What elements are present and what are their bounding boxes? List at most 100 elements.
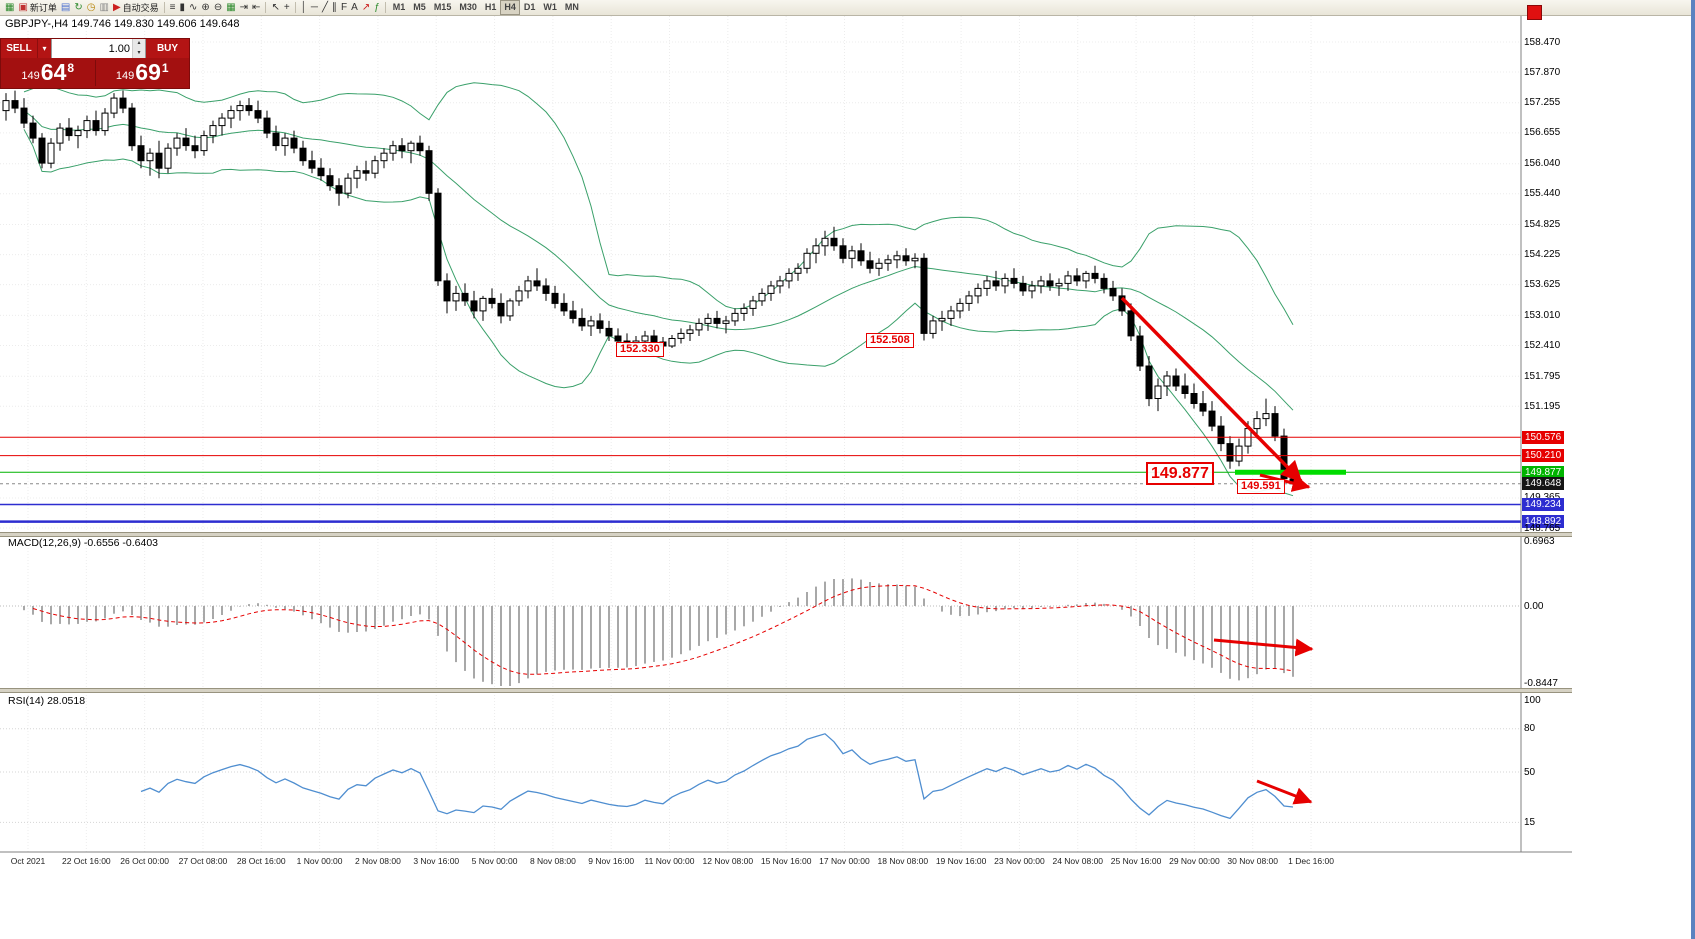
one-click-trading-panel: SELL ▾ ▴ ▾ BUY 149 64 8 (0, 38, 190, 89)
crosshair-icon: + (283, 1, 290, 13)
tile-windows-button[interactable]: ▦ (224, 1, 237, 15)
trendline-icon: ╱ (322, 1, 329, 13)
zoom-out-button[interactable]: ⊖ (212, 1, 224, 15)
new-order-icon: ▣ (18, 1, 28, 13)
bar-chart-icon: ≡ (169, 1, 176, 13)
panel-separator[interactable] (0, 532, 1572, 537)
timeframe-m15[interactable]: M15 (433, 2, 452, 12)
volume-decrease-button[interactable]: ▾ (133, 48, 145, 58)
auto-scroll-button[interactable]: ⇥ (238, 1, 250, 15)
autotrading-icon: ▶ (112, 1, 121, 13)
new-chart-icon: ▦ (5, 1, 15, 13)
chart-shift-button[interactable]: ⇤ (250, 1, 262, 15)
text-icon: A (351, 1, 358, 13)
new-order-button[interactable]: ▣ 新订单 (16, 1, 58, 15)
fibonacci-icon: F (341, 1, 348, 13)
line-chart-button[interactable]: ∿ (187, 1, 199, 15)
alerts-icon: ◷ (86, 1, 96, 13)
chart-ohlc-header: GBPJPY-,H4 149.746 149.830 149.606 149.6… (5, 18, 240, 30)
panel-separator[interactable] (0, 688, 1572, 693)
cursor-button[interactable]: ↖ (269, 1, 281, 15)
refresh-icon: ↻ (74, 1, 83, 13)
trendline-button[interactable]: ╱ (320, 1, 330, 15)
sell-price-display[interactable]: 149 64 8 (1, 58, 95, 86)
zoom-out-icon: ⊖ (213, 1, 223, 13)
sell-price-small: 149 (21, 69, 40, 82)
text-button[interactable]: A (349, 1, 360, 15)
volume-increase-button[interactable]: ▴ (133, 39, 145, 49)
alerts-button[interactable]: ◷ (85, 1, 98, 15)
macd-label: MACD(12,26,9) -0.6556 -0.6403 (8, 537, 158, 549)
volume-input[interactable] (52, 39, 132, 58)
cursor-icon: ↖ (271, 1, 280, 13)
price-divider (94, 60, 96, 86)
bar-chart-button[interactable]: ≡ (168, 1, 178, 15)
timeframe-mn[interactable]: MN (564, 2, 579, 12)
volume-field: ▴ ▾ (51, 39, 146, 58)
fibonacci-button[interactable]: F (339, 1, 349, 15)
indicators-button[interactable]: ƒ (372, 1, 382, 15)
toolbar-separator (294, 2, 296, 13)
volume-spinner: ▴ ▾ (132, 39, 145, 58)
sell-price-sup: 8 (67, 60, 75, 75)
timeframe-h4[interactable]: H4 (500, 0, 520, 15)
refresh-button[interactable]: ↻ (72, 1, 84, 15)
timeframe-h1[interactable]: H1 (484, 2, 497, 12)
vertical-line-icon: │ (300, 1, 307, 13)
window-edge (1691, 0, 1695, 939)
channel-icon: ∥ (332, 1, 338, 13)
candlestick-button[interactable]: ▮ (178, 1, 188, 15)
timeframe-w1[interactable]: W1 (543, 2, 557, 12)
buy-price-sup: 1 (161, 60, 169, 75)
zoom-in-icon: ⊕ (201, 1, 210, 13)
bollinger-middle-band (23, 110, 1294, 411)
toolbar-separator (163, 2, 165, 13)
toolbar-separator (384, 2, 386, 13)
vertical-line-button[interactable]: │ (299, 1, 309, 15)
buy-button[interactable]: BUY (146, 39, 189, 58)
buy-price-small: 149 (115, 69, 135, 82)
chevron-down-icon: ▾ (42, 44, 47, 53)
red-indicator-marker (1527, 5, 1542, 20)
sell-price-big: 64 (40, 58, 67, 85)
arrows-button[interactable]: ↗ (360, 1, 372, 15)
timeframe-m30[interactable]: M30 (459, 2, 477, 12)
macd-signal-line (32, 584, 1294, 675)
chart-shift-icon: ⇤ (252, 1, 261, 13)
bollinger-upper-band (23, 81, 1294, 325)
sell-button[interactable]: SELL (1, 39, 37, 58)
zoom-in-button[interactable]: ⊕ (199, 1, 211, 15)
bollinger-lower-band (23, 129, 1294, 497)
chart-profiles-button[interactable]: ▤ (59, 1, 72, 15)
macd-arrow (1213, 638, 1314, 657)
buy-price-big: 69 (135, 58, 161, 85)
channel-button[interactable]: ∥ (330, 1, 339, 15)
rsi-label: RSI(14) 28.0518 (8, 695, 86, 707)
horizontal-line-button[interactable]: ─ (309, 1, 320, 15)
timeframe-m5[interactable]: M5 (413, 2, 426, 12)
chart-canvas[interactable] (0, 16, 1575, 876)
arrows-icon: ↗ (361, 1, 371, 13)
candlestick-icon: ▮ (179, 1, 186, 13)
timeframe-m1[interactable]: M1 (392, 2, 406, 12)
line-chart-icon: ∿ (189, 1, 198, 13)
rsi-line (140, 733, 1294, 820)
horizontal-line-icon: ─ (310, 1, 319, 13)
new-order-button-label: 新订单 (29, 3, 57, 13)
buy-price-display[interactable]: 149 69 1 (96, 58, 190, 86)
chart-profiles-icon: ▤ (60, 1, 71, 13)
rsi-arrow (1256, 779, 1313, 805)
main-toolbar: ▦ ▣ 新订单 ▤ ↻ ◷ ▥ ▶ 自动交易 ≡ ▮ ∿ ⊕ ⊖ ▦ ⇥ ⇤ ↖ + │ ─ ╱ ∥ F A ↗ ƒ M1 M5 M15 M… (0, 0, 1695, 16)
toolbar-separator (265, 2, 267, 13)
macd-histogram (23, 578, 1294, 686)
autotrading-button[interactable]: ▶ 自动交易 (111, 1, 161, 15)
chart-window: GBPJPY-,H4 149.746 149.830 149.606 149.6… (0, 16, 1695, 939)
new-chart-button[interactable]: ▦ (3, 1, 16, 15)
indicators-icon: ƒ (374, 1, 380, 13)
timeframe-d1[interactable]: D1 (523, 2, 536, 12)
data-window-button[interactable]: ▥ (98, 1, 111, 15)
volume-dropdown[interactable]: ▾ (37, 39, 51, 58)
autotrading-button-label: 自动交易 (122, 3, 159, 13)
crosshair-button[interactable]: + (282, 1, 292, 15)
